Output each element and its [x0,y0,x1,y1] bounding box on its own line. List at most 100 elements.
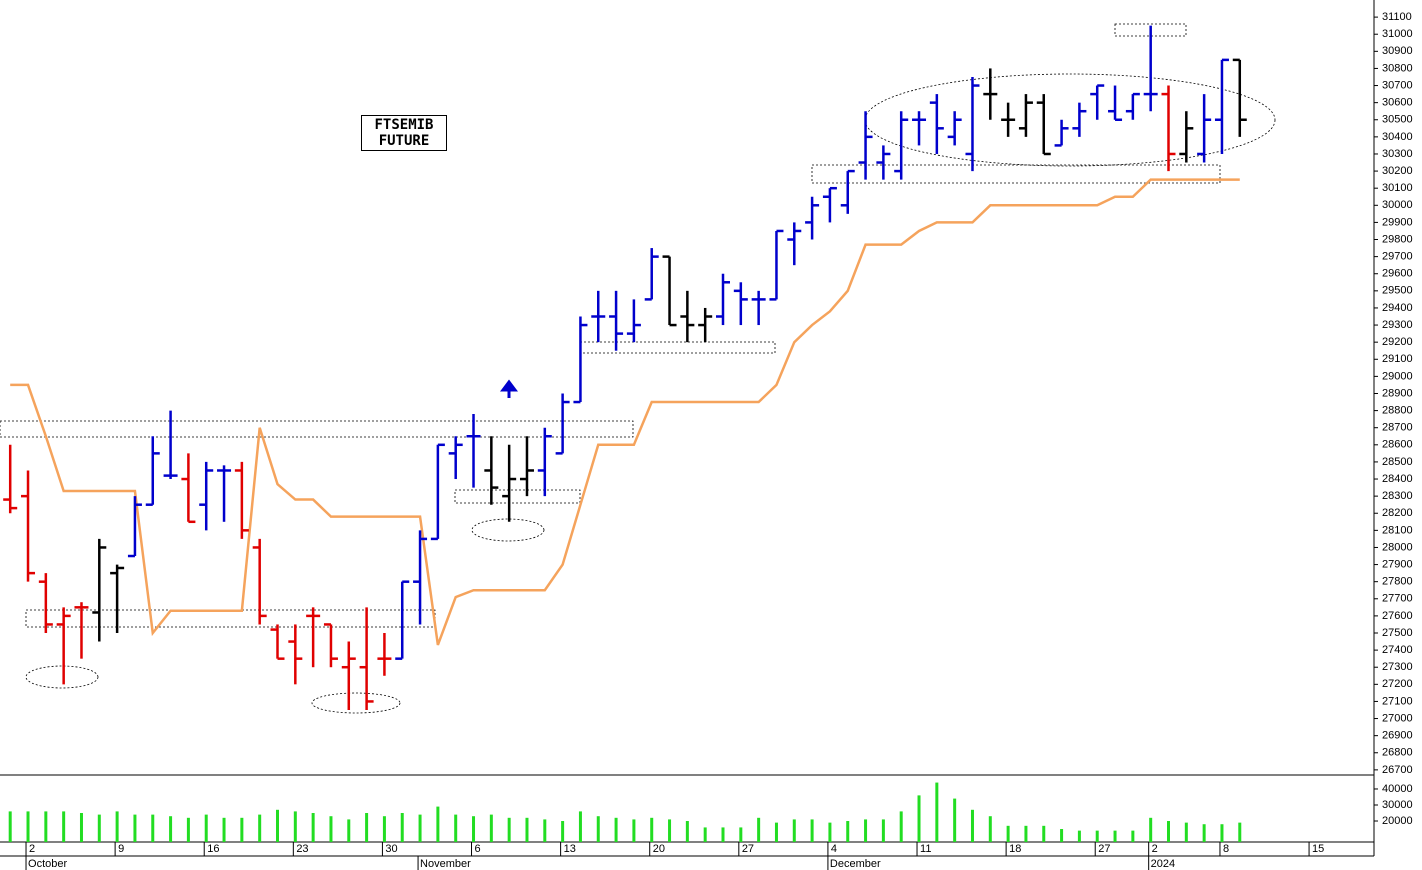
y-tick-label: 20000 [1382,815,1413,827]
volume-bar [44,811,48,842]
volume-bar [881,819,885,842]
y-tick-label: 28500 [1382,456,1413,468]
y-tick-label: 29000 [1382,370,1413,382]
volume-bar [828,822,832,842]
volume-bar [757,817,761,842]
x-tick-label: 13 [564,843,576,855]
volume-bar [1024,825,1028,842]
volume-bar [792,819,796,842]
volume-bar [8,811,12,842]
volume-bar [436,806,440,842]
y-tick-label: 31000 [1382,28,1413,40]
month-label: October [28,858,67,870]
volume-bar [970,809,974,842]
volume-bar [79,813,83,842]
y-tick-label: 30500 [1382,114,1413,126]
y-tick-label: 27900 [1382,558,1413,570]
y-tick-label: 30700 [1382,79,1413,91]
y-tick-label: 27000 [1382,712,1413,724]
y-tick-label: 29500 [1382,285,1413,297]
volume-bar [472,816,476,842]
y-tick-label: 29200 [1382,336,1413,348]
volume-bar [1184,822,1188,842]
volume-bar [650,817,654,842]
arrow [500,379,518,398]
y-tick-label: 29900 [1382,216,1413,228]
chart-title: FTSEMIB FUTURE [361,115,447,151]
range-box [1114,23,1187,37]
y-tick-label: 30100 [1382,182,1413,194]
volume-bar [400,813,404,842]
volume-bar [578,811,582,842]
y-tick-label: 29800 [1382,233,1413,245]
volume-bar [1077,830,1081,842]
range-box [811,164,1221,184]
x-tick-label: 27 [742,843,754,855]
volume-bar [1238,822,1242,842]
volume-bar [276,809,279,842]
volume-bar [97,814,101,842]
y-tick-label: 27700 [1382,593,1413,605]
volume-bar [1095,830,1099,842]
volume-bar [917,795,921,842]
volume-bar [1006,825,1010,842]
volume-bar [454,814,458,842]
volume-bar [240,817,244,842]
volume-bar [329,816,333,842]
y-tick-label: 26800 [1382,747,1413,759]
volume-bar [186,817,190,842]
volume-bar [988,816,992,842]
y-tick-label: 28100 [1382,524,1413,536]
x-tick-label: 6 [475,843,481,855]
y-tick-label: 28900 [1382,387,1413,399]
volume-bar [26,811,30,842]
month-label: 2024 [1151,858,1175,870]
y-tick-label: 29300 [1382,319,1413,331]
volume-bar [115,811,119,842]
volume-bar [1131,830,1135,842]
x-tick-label: 15 [1312,843,1324,855]
volume-bar [507,817,511,842]
y-tick-label: 28800 [1382,405,1413,417]
y-tick-label: 27600 [1382,610,1413,622]
ellipse [25,665,99,689]
x-tick-label: 11 [920,843,931,855]
volume-bar [1220,824,1224,842]
volume-bar [632,819,636,842]
x-tick-label: 16 [207,843,219,855]
y-tick-label: 31100 [1382,11,1412,23]
x-tick-label: 18 [1009,843,1021,855]
volume-bar [311,813,315,842]
volume-bar [739,827,743,842]
x-tick-label: 9 [118,843,124,855]
volume-bar [846,821,850,842]
stop-line [10,178,1240,646]
volume-bar [365,813,369,842]
y-tick-label: 30900 [1382,45,1413,57]
y-tick-label: 30000 [1382,799,1413,811]
x-tick-label: 4 [831,843,837,855]
volume-bar [1167,821,1170,842]
y-tick-label: 26700 [1382,764,1413,776]
y-tick-label: 28000 [1382,541,1413,553]
x-tick-label: 27 [1098,843,1110,855]
y-tick-label: 27500 [1382,627,1413,639]
x-tick-label: 30 [385,843,397,855]
y-tick-label: 28200 [1382,507,1413,519]
volume-bar [561,821,565,842]
y-tick-label: 28600 [1382,439,1413,451]
y-tick-label: 30600 [1382,97,1413,109]
volume-bar [347,819,351,842]
y-tick-label: 30300 [1382,148,1413,160]
volume-bar [1202,824,1206,842]
volume-bar [151,814,155,842]
y-tick-label: 27400 [1382,644,1413,656]
volume-bar [169,816,173,842]
ellipse [311,692,401,714]
y-tick-label: 29100 [1382,353,1413,365]
y-tick-label: 28400 [1382,473,1413,485]
volume-bar [703,827,707,842]
y-tick-label: 27800 [1382,576,1413,588]
volume-bar [774,822,778,842]
